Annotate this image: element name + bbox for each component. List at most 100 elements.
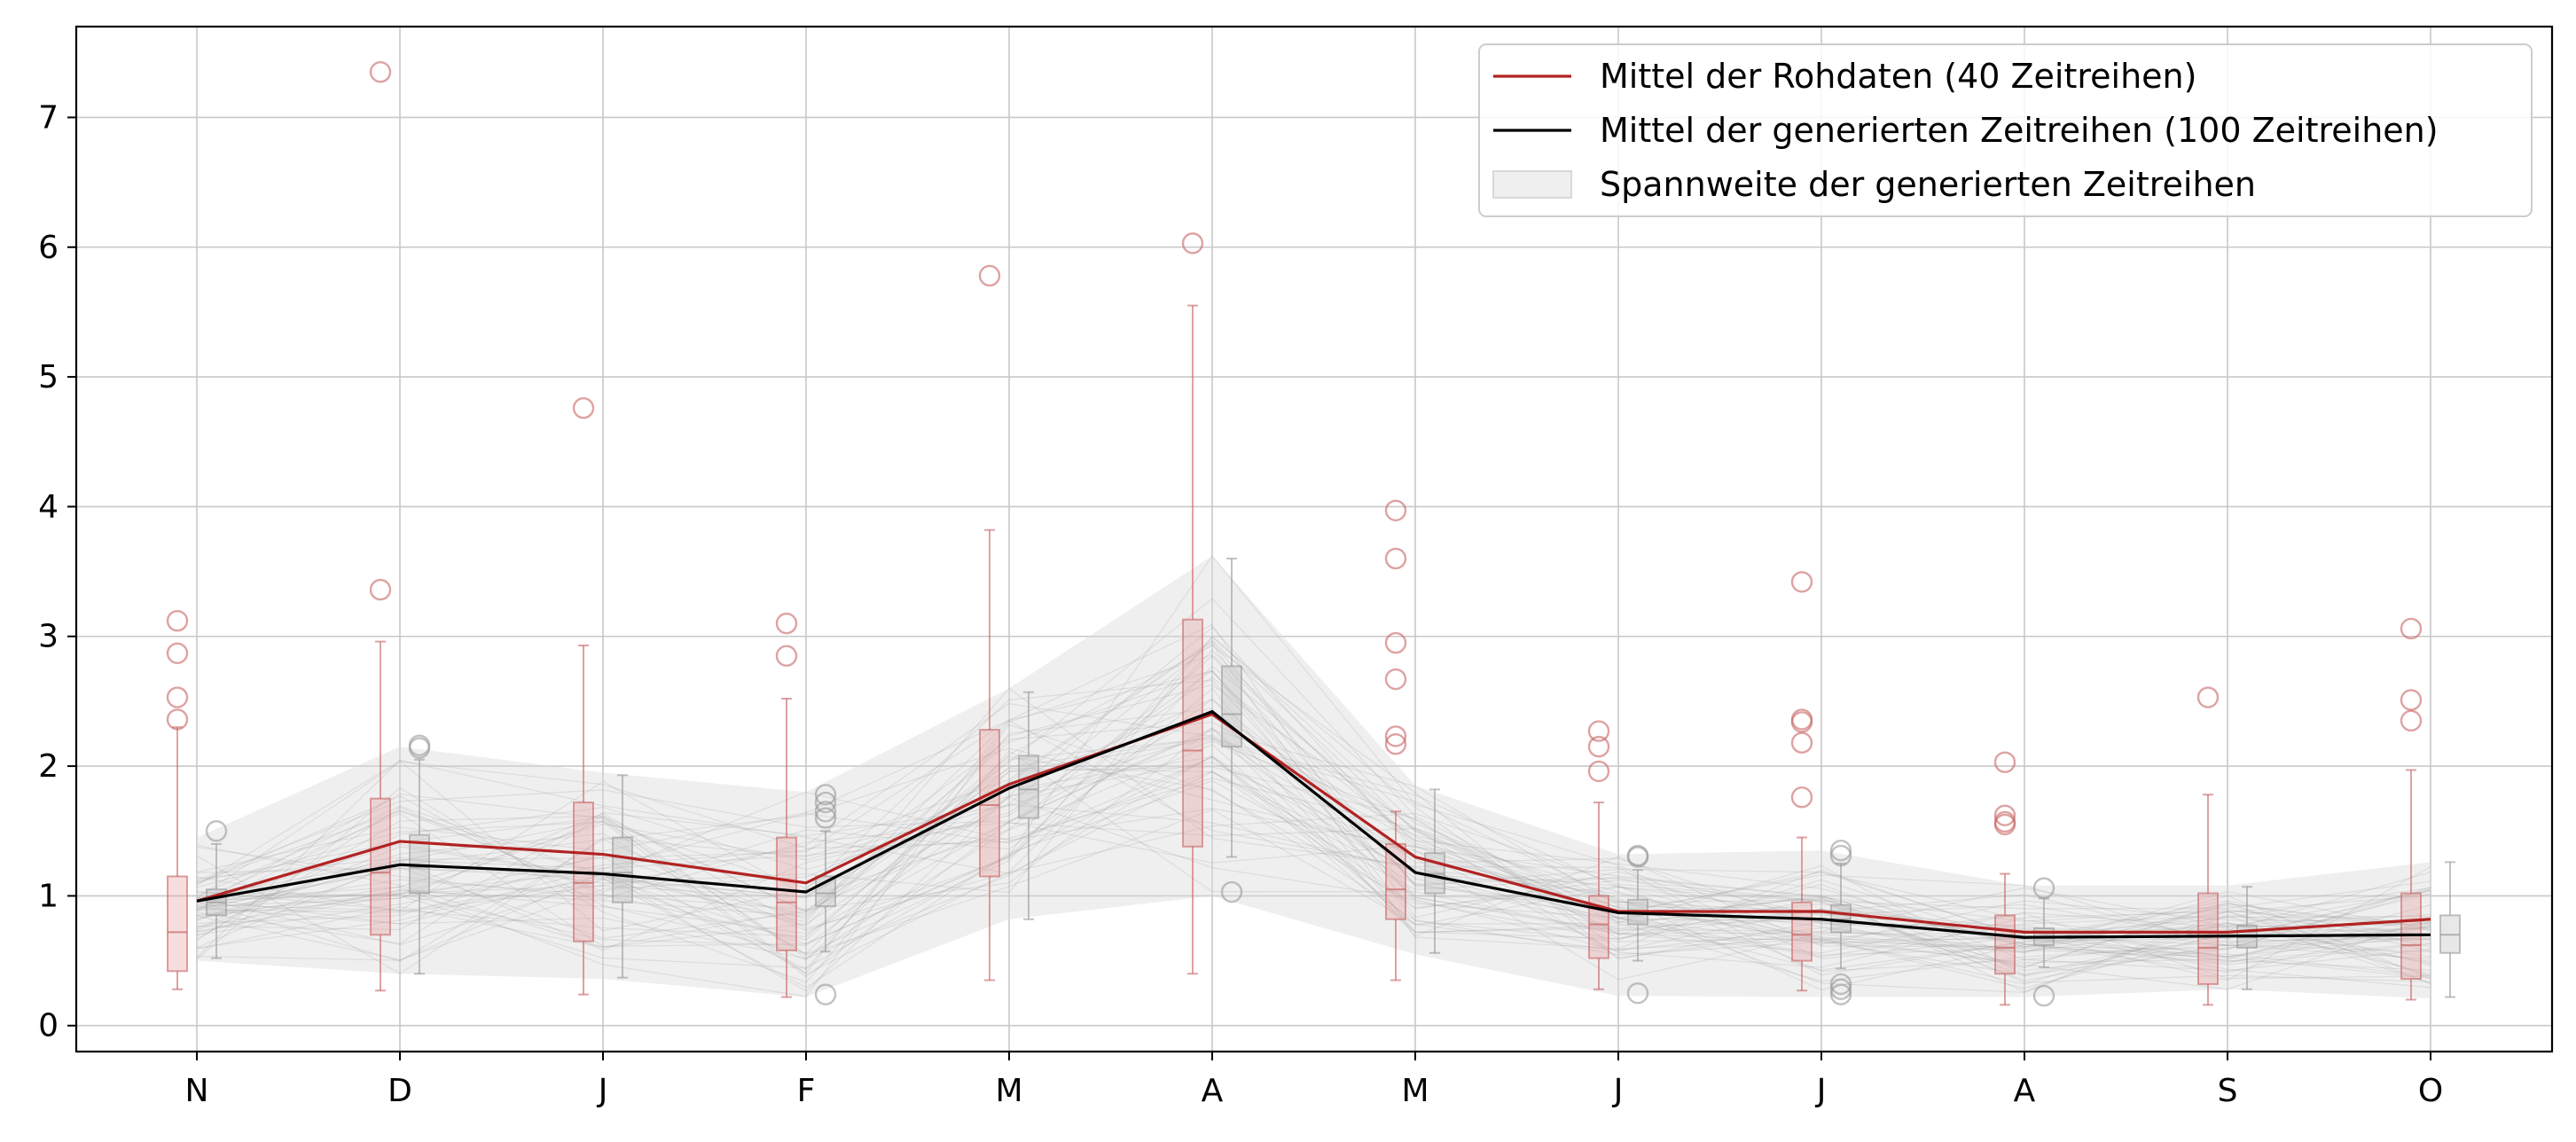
raw-outlier [2400,617,2423,640]
generated-boxplot [1220,557,1243,903]
generated-series-line [196,803,2431,973]
generated-series-line [196,623,2431,940]
raw-outlier [1384,631,1407,654]
generated-mean-line [196,709,2431,939]
generated-series-line [196,665,2431,985]
generated-outlier [814,983,837,1005]
raw-outlier [1587,720,1610,742]
generated-series-line [196,641,2431,947]
generated-outlier [814,801,837,823]
generated-series-line [196,759,2431,980]
generated-series-line [196,677,2431,943]
x-tick-label: J [1815,1073,1827,1109]
raw-outlier [775,612,798,635]
generated-outlier [205,820,228,842]
generated-series-line [196,740,2431,968]
legend-patch-marker [1492,170,1572,199]
generated-series-line [196,670,2431,946]
raw-outlier [2196,686,2220,708]
generated-boxplot [2439,861,2461,998]
generated-series-line [196,702,2431,981]
plot-area [166,61,2461,1007]
raw-outlier [1790,708,1813,731]
generated-series-line [196,724,2431,997]
raw-outlier [1993,804,2016,826]
generated-series-line [196,687,2431,976]
y-tick-label: 0 [38,1008,59,1044]
generated-outlier [1626,982,1649,1005]
generated-outlier [814,784,837,806]
raw-outlier [166,609,189,632]
x-tick-label: A [2014,1073,2036,1109]
generated-box [1018,755,1039,819]
generated-outlier [1829,844,1852,867]
generated-boxplot [1829,839,1852,1005]
generated-outlier [814,807,837,829]
y-tick-label: 1 [38,878,59,914]
generated-outlier [2032,984,2055,1007]
generated-outlier [1829,978,1852,1000]
legend-label: Mittel der Rohdaten (40 Zeitreihen) [1600,57,2196,96]
raw-boxplot [1181,232,1204,975]
generated-series-line [196,635,2431,993]
generated-series-line [196,698,2431,958]
generated-series-line [196,755,2431,993]
generated-series-line [196,737,2431,937]
raw-outlier [1181,232,1204,254]
raw-box [1791,901,1813,962]
generated-series-line [196,708,2431,970]
raw-outlier [2400,689,2423,711]
generated-outlier [1829,839,1852,862]
x-tick-label: D [388,1073,412,1109]
raw-box [1182,618,1203,848]
generated-series-line [196,755,2431,975]
generated-box [1221,665,1242,748]
raw-outlier [1587,760,1610,783]
raw-outlier [1790,786,1813,809]
raw-box [167,875,188,973]
raw-boxplot [166,609,189,990]
generated-boxplot [1018,691,1039,920]
generated-series-line [196,734,2431,950]
generated-outlier [814,791,837,814]
raw-outlier [369,578,392,601]
generated-series-line [196,739,2431,945]
generated-series-line [196,780,2431,989]
y-tick-label: 2 [38,748,59,785]
raw-boxplot [1790,571,1813,992]
raw-mean-line [196,712,2431,934]
raw-outlier [1790,731,1813,754]
y-tick-label: 6 [38,230,59,266]
raw-outlier [978,264,1001,287]
generated-outlier [1626,844,1649,867]
generated-boxplot [612,774,633,979]
grid-lines [76,27,2552,1052]
raw-outlier [1384,499,1407,522]
generated-series-line [196,684,2431,958]
x-tick-label: O [2418,1073,2443,1109]
raw-outlier [2400,709,2423,732]
generated-outlier [408,734,431,756]
legend: Mittel der Rohdaten (40 Zeitreihen) Mitte… [1478,43,2533,217]
raw-box [1994,914,2016,975]
raw-outlier [369,61,392,83]
raw-outlier [1587,735,1610,758]
generated-outlier [1829,973,1852,996]
raw-boxplot [2400,617,2423,1001]
generated-series-line [196,747,2431,968]
generated-series-line [196,755,2431,982]
generated-series-line [196,669,2431,985]
x-tick-label: J [1612,1073,1624,1109]
generated-series-line [196,637,2431,989]
generated-series-line [196,655,2431,975]
generated-box [612,836,633,903]
raw-box [776,836,797,951]
x-tick-label: J [597,1073,608,1109]
raw-boxplot [1993,751,2016,1006]
x-tick-label: M [995,1073,1022,1109]
generated-outlier [1829,983,1852,1005]
raw-outlier [1384,733,1407,755]
